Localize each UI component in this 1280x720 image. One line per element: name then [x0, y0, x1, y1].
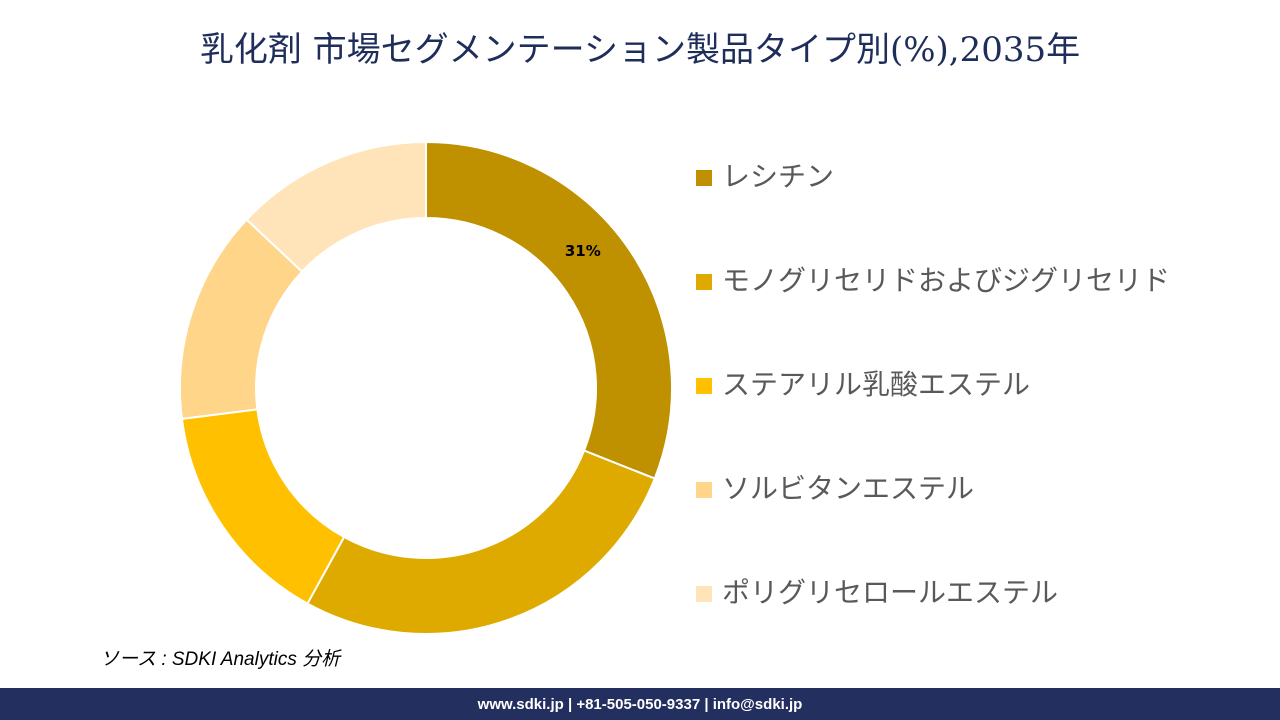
legend-label: ソルビタンエステル: [722, 472, 974, 505]
donut-segment: [306, 449, 657, 635]
footer-bar: [0, 688, 1280, 720]
donut-segment: [180, 408, 346, 605]
donut-segment: [245, 140, 427, 274]
legend-swatch: [696, 274, 712, 290]
legend-swatch: [696, 482, 712, 498]
legend-swatch: [696, 586, 712, 602]
legend-swatch: [696, 378, 712, 394]
legend-label: ステアリル乳酸エステル: [722, 368, 1030, 401]
legend-label: レシチン: [722, 160, 834, 193]
legend-swatch: [696, 170, 712, 186]
donut-segment: [425, 140, 673, 480]
data-label: 31%: [565, 242, 601, 260]
legend-label: ポリグリセロールエステル: [722, 576, 1058, 609]
legend-label: モノグリセリドおよびジグリセリド: [722, 264, 1170, 297]
source: ソース : SDKI Analytics 分析: [100, 649, 342, 670]
chart-title: 乳化剤 市場セグメンテーション製品タイプ別(%),2035年: [200, 30, 1080, 70]
footer-text: www.sdki.jp | +81-505-050-9337 | info@sd…: [477, 696, 803, 713]
